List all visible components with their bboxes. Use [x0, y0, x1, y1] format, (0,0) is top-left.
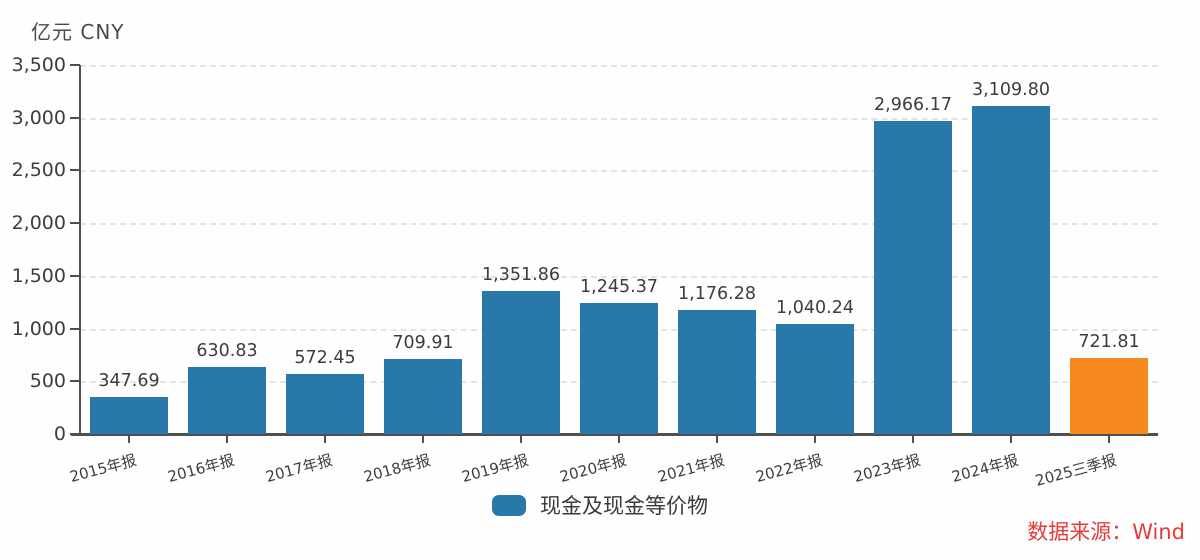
y-axis-tick-label: 3,500	[11, 54, 66, 76]
y-axis-tick	[70, 64, 80, 66]
bar-value-label: 709.91	[392, 333, 454, 354]
x-axis-tick-label: 2019年报	[459, 450, 531, 486]
legend: 现金及现金等价物	[0, 490, 1200, 520]
bar-value-label: 3,109.80	[972, 80, 1050, 101]
y-axis-line	[79, 65, 81, 435]
data-source-label: 数据来源：Wind	[1027, 520, 1185, 544]
bar-value-label: 1,040.24	[776, 298, 854, 319]
bar	[90, 397, 168, 434]
gridline	[80, 65, 1158, 67]
y-axis-tick	[70, 222, 80, 225]
bar	[874, 121, 952, 434]
y-axis-tick-label: 2,000	[11, 212, 66, 235]
y-axis-tick	[70, 169, 80, 172]
x-axis-tick-label: 2016年报	[165, 450, 237, 486]
x-axis-tick-label: 2018年报	[361, 450, 433, 486]
x-axis-tick-label: 2023年报	[851, 450, 923, 486]
x-axis-tick	[520, 434, 522, 443]
y-axis-tick	[70, 274, 80, 277]
bar-value-label: 1,351.86	[482, 265, 560, 286]
x-axis-tick-label: 2021年报	[655, 450, 727, 486]
x-axis-tick-label: 2015年报	[67, 450, 139, 486]
y-axis-unit-label: 亿元 CNY	[31, 20, 125, 44]
gridline	[80, 117, 1158, 120]
bar-value-label: 347.69	[98, 371, 160, 392]
x-axis-tick	[618, 434, 620, 443]
y-axis-tick	[70, 327, 80, 330]
x-axis-line	[71, 433, 1158, 436]
x-axis-tick	[1010, 434, 1012, 443]
bar	[678, 309, 756, 434]
y-axis-tick-label: 1,000	[11, 317, 66, 340]
y-axis-tick	[70, 380, 80, 383]
gridline	[80, 170, 1158, 173]
y-axis-tick	[70, 116, 80, 119]
bar-value-label: 1,245.37	[580, 276, 658, 297]
bar-value-label: 630.83	[196, 341, 258, 362]
x-axis-tick-label: 2022年报	[753, 450, 825, 486]
bar	[286, 373, 364, 434]
x-axis-tick-label: 2017年报	[263, 450, 335, 486]
bar	[384, 359, 462, 434]
gridline	[80, 275, 1158, 278]
gridline	[80, 223, 1158, 226]
x-axis-tick	[422, 434, 424, 443]
bar-value-label: 572.45	[294, 347, 356, 368]
bar	[482, 291, 560, 434]
x-axis-tick	[912, 434, 914, 443]
y-axis-tick-label: 500	[29, 370, 66, 393]
y-axis-tick-label: 0	[53, 423, 66, 445]
y-axis-tick-label: 3,000	[11, 106, 66, 129]
bar-value-label: 721.81	[1078, 331, 1140, 352]
bar	[972, 106, 1050, 434]
y-axis-tick-label: 2,500	[11, 159, 66, 182]
x-axis-tick	[324, 434, 326, 443]
x-axis-tick	[128, 434, 130, 443]
y-axis-tick-label: 1,500	[11, 264, 66, 287]
x-axis-tick-label: 2024年报	[949, 450, 1021, 486]
x-axis-tick-label: 2025三季报	[1033, 450, 1119, 490]
bar-value-label: 1,176.28	[678, 283, 756, 304]
x-axis-tick	[716, 434, 718, 443]
bar	[776, 324, 854, 434]
bar-value-label: 2,966.17	[874, 95, 952, 116]
legend-swatch	[492, 494, 526, 516]
bar	[580, 302, 658, 434]
bar	[1070, 357, 1148, 434]
x-axis-tick	[226, 434, 228, 443]
legend-label: 现金及现金等价物	[540, 494, 708, 518]
bar	[188, 367, 266, 434]
x-axis-tick	[814, 434, 816, 443]
x-axis-tick-label: 2020年报	[557, 450, 629, 486]
x-axis-tick	[1108, 434, 1110, 443]
